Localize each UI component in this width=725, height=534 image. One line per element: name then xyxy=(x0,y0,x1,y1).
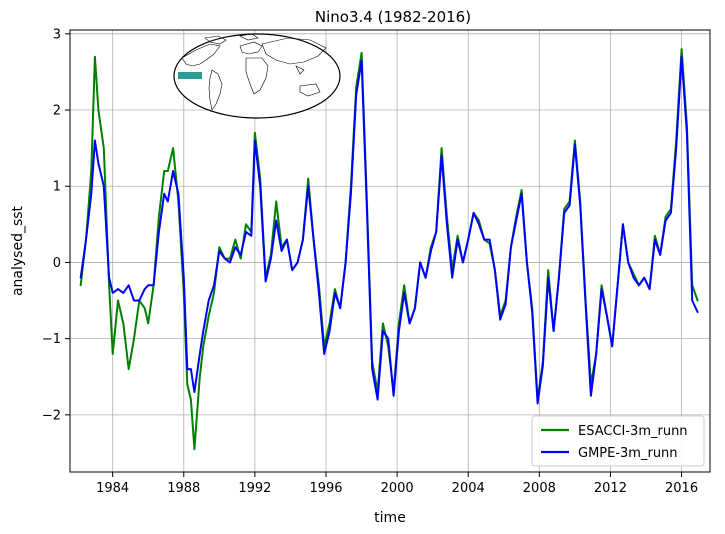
x-tick-label: 2016 xyxy=(665,481,698,496)
map-globe-outline xyxy=(173,33,341,119)
chart-title: Nino3.4 (1982-2016) xyxy=(315,8,471,26)
series-lines xyxy=(79,48,699,451)
x-tick-label: 1984 xyxy=(96,481,129,496)
legend-box xyxy=(531,415,705,467)
x-tick-label: 1992 xyxy=(238,481,271,496)
x-tick-label: 2000 xyxy=(381,481,414,496)
y-axis-label: analysed_sst xyxy=(10,205,26,296)
y-tick-label: 0 xyxy=(53,256,61,271)
x-tick-label: 2004 xyxy=(452,481,485,496)
x-axis-label: time xyxy=(374,510,406,526)
x-tick-label: 2008 xyxy=(523,481,556,496)
y-axis-ticks: −2 −1 0 1 2 3 xyxy=(42,27,70,423)
y-tick-label: 3 xyxy=(53,27,61,42)
plot-frame xyxy=(69,29,711,473)
series-line-gmpe xyxy=(79,55,699,405)
y-tick-label: −2 xyxy=(42,408,61,423)
legend-label-gmpe: GMPE-3m_runn xyxy=(578,446,678,461)
legend-label-esacci: ESACCI-3m_runn xyxy=(578,424,688,439)
grid-lines xyxy=(70,30,710,472)
x-axis-ticks: 1984 1988 1992 1996 2000 2004 2008 2012 2016 xyxy=(96,472,698,496)
x-tick-label: 1996 xyxy=(309,481,342,496)
series-line-esacci xyxy=(79,48,699,451)
nino34-region-marker xyxy=(178,72,202,79)
y-tick-label: 2 xyxy=(53,104,61,119)
legend: ESACCI-3m_runn GMPE-3m_runn xyxy=(531,415,705,467)
x-tick-label: 1988 xyxy=(167,481,200,496)
y-tick-label: 1 xyxy=(53,180,61,195)
y-tick-label: −1 xyxy=(42,332,61,347)
x-tick-label: 2012 xyxy=(594,481,627,496)
map-coastlines xyxy=(181,33,327,111)
world-map-inset xyxy=(173,33,341,119)
